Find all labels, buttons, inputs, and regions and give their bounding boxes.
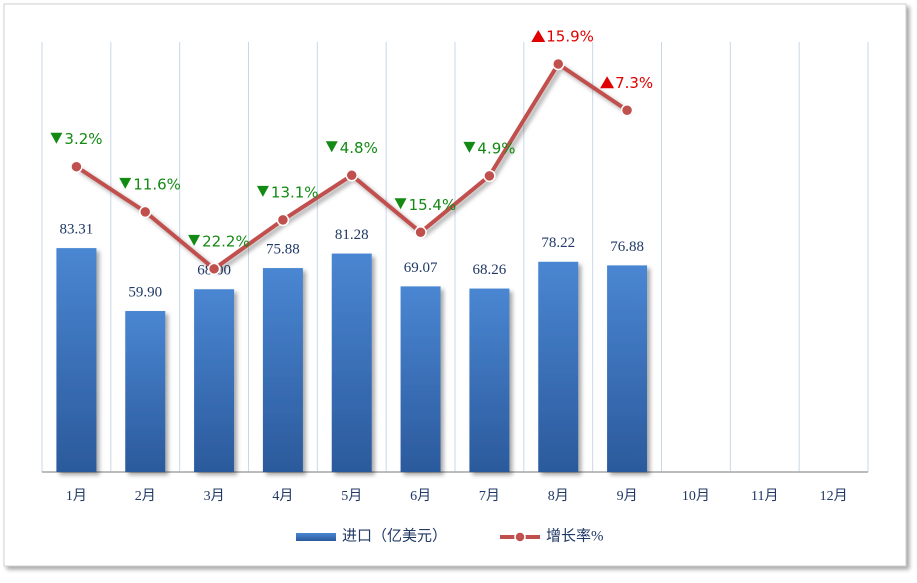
bar	[262, 268, 303, 472]
bar-value-label: 59.90	[128, 284, 162, 300]
bar-value-label: 75.88	[266, 242, 300, 258]
bar	[469, 288, 510, 472]
up-arrow	[600, 76, 615, 89]
bar-value-label: 69.07	[404, 260, 438, 276]
bar	[56, 248, 97, 472]
line-value-label: 4.8%	[340, 139, 378, 157]
line-point	[483, 169, 496, 183]
x-tick-label: 1月	[66, 488, 87, 504]
down-arrow	[463, 141, 476, 153]
line-point	[345, 169, 358, 182]
x-tick-label: 8月	[548, 488, 569, 504]
line-value-label: 7.3%	[615, 74, 653, 92]
x-tick-label: 9月	[617, 488, 638, 504]
bar-value-label: 78.22	[541, 235, 575, 251]
x-tick-label: 6月	[410, 488, 431, 504]
line-value-label: 13.1%	[271, 183, 319, 201]
line-point	[70, 160, 83, 173]
line-value-label: 11.6%	[133, 175, 181, 193]
down-arrow	[119, 177, 132, 189]
line-point	[414, 226, 427, 239]
bar-value-label: 83.31	[60, 222, 94, 238]
line-value-label: 22.2%	[202, 232, 250, 250]
x-tick-label: 3月	[204, 488, 225, 504]
down-arrow	[50, 132, 63, 144]
line-point	[620, 104, 634, 117]
line-point	[139, 205, 152, 219]
bar	[538, 261, 579, 472]
up-arrow	[531, 30, 546, 43]
bar	[194, 289, 235, 472]
bar	[607, 265, 648, 472]
line-value-label: 15.9%	[546, 28, 594, 46]
down-arrow	[325, 141, 338, 153]
legend-label: 进口（亿美元）	[342, 527, 447, 544]
x-tick-label: 2月	[135, 488, 156, 504]
down-arrow	[256, 185, 269, 197]
line-point	[207, 262, 221, 276]
bar-value-label: 76.88	[610, 239, 644, 255]
x-tick-label: 4月	[272, 488, 293, 504]
legend-swatch	[514, 531, 526, 543]
line-point	[276, 213, 290, 227]
x-tick-label: 5月	[341, 488, 362, 504]
down-arrow	[188, 234, 201, 246]
x-tick-label: 12月	[820, 488, 848, 504]
x-tick-label: 11月	[751, 488, 778, 504]
bar	[125, 311, 166, 472]
legend-swatch	[296, 533, 336, 541]
bar	[331, 253, 372, 472]
line-point	[552, 57, 565, 71]
line-value-label: 15.4%	[409, 196, 457, 214]
x-tick-label: 7月	[479, 488, 500, 504]
line-value-label: 3.2%	[64, 130, 102, 148]
x-tick-label: 10月	[682, 488, 710, 504]
line-value-label: 4.9%	[477, 139, 515, 157]
bar-value-label: 68.26	[473, 262, 507, 278]
bar	[400, 286, 441, 472]
down-arrow	[394, 198, 407, 210]
bar-value-label: 81.28	[335, 227, 369, 243]
legend-label: 增长率%	[546, 527, 604, 544]
